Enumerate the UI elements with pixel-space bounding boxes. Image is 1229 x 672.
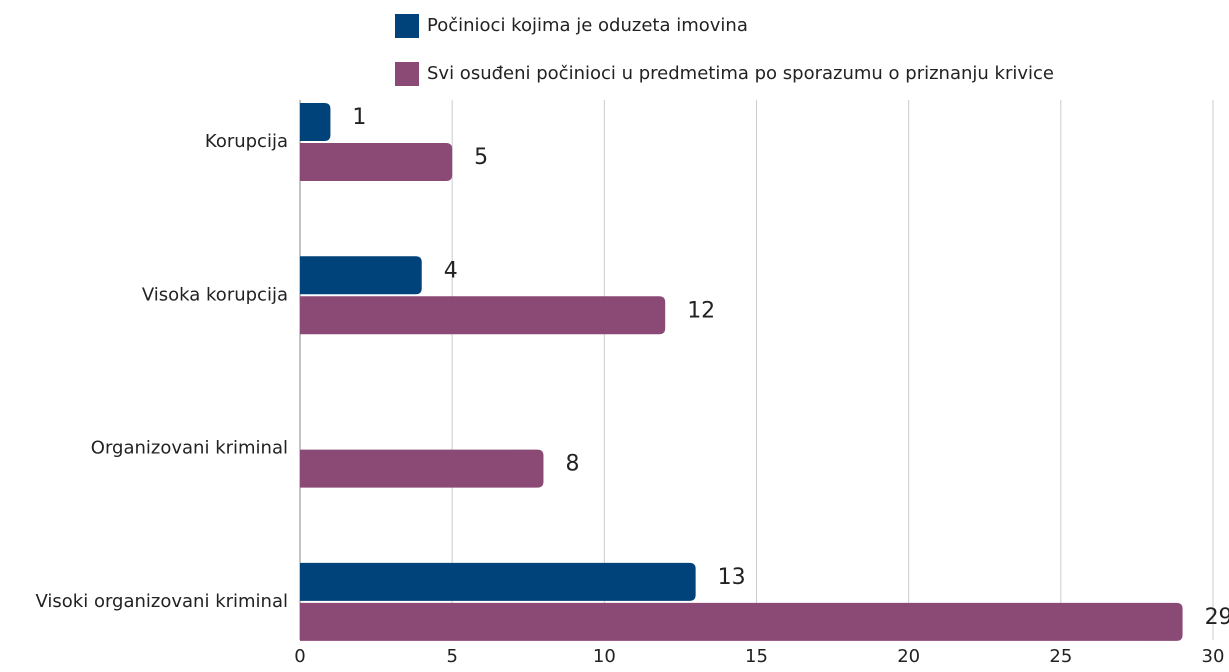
legend-swatch [395, 62, 419, 86]
x-tick-label: 20 [897, 646, 920, 667]
legend-label: Svi osuđeni počinioci u predmetima po sp… [427, 63, 1054, 84]
y-tick-label: Organizovani kriminal [91, 438, 288, 459]
data-label: 29 [1205, 605, 1229, 630]
bar [300, 143, 453, 181]
x-tick-label: 25 [1049, 646, 1072, 667]
bar [300, 256, 422, 295]
data-label: 5 [474, 145, 488, 170]
x-tick-label: 30 [1202, 646, 1225, 667]
data-label: 1 [352, 105, 366, 130]
data-label: 8 [565, 452, 579, 477]
bar [300, 103, 331, 141]
y-tick-label: Visoka korupcija [142, 284, 288, 305]
bar [300, 449, 544, 488]
y-tick-label: Visoki organizovani kriminal [36, 591, 289, 612]
x-tick-label: 15 [745, 646, 768, 667]
legend-swatch [395, 14, 419, 38]
x-tick-label: 10 [593, 646, 616, 667]
bar [300, 296, 666, 335]
data-label: 13 [718, 565, 746, 590]
bar [300, 562, 696, 601]
legend-label: Počinioci kojima je oduzeta imovina [427, 15, 748, 36]
y-tick-label: Korupcija [205, 131, 288, 152]
data-label: 12 [687, 298, 715, 323]
data-label: 4 [444, 258, 458, 283]
x-tick-label: 5 [446, 646, 457, 667]
bar [300, 602, 1183, 641]
x-tick-label: 0 [294, 646, 305, 667]
